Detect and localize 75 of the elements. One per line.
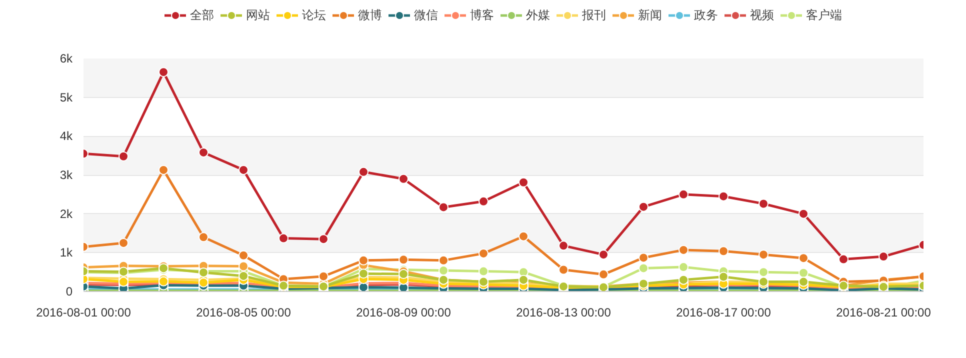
point bbox=[558, 240, 568, 251]
point bbox=[478, 266, 488, 276]
point bbox=[798, 253, 808, 264]
y-tick-label: 1k bbox=[60, 246, 74, 260]
point bbox=[558, 264, 568, 275]
legend-label: 外媒 bbox=[526, 6, 550, 24]
point bbox=[478, 196, 488, 206]
legend-label: 网站 bbox=[246, 6, 270, 24]
point bbox=[598, 250, 608, 260]
x-tick-label: 2016-08-01 00:00 bbox=[36, 306, 132, 320]
point bbox=[118, 151, 128, 162]
point bbox=[318, 271, 328, 282]
point bbox=[358, 255, 368, 266]
point bbox=[758, 198, 768, 209]
point bbox=[398, 174, 408, 184]
point bbox=[718, 246, 728, 256]
legend-label: 论坛 bbox=[302, 6, 326, 24]
legend-label: 新闻 bbox=[638, 6, 662, 24]
y-tick-label: 6k bbox=[60, 52, 74, 66]
point bbox=[758, 267, 768, 278]
point bbox=[638, 263, 648, 274]
point bbox=[158, 164, 168, 175]
point bbox=[198, 147, 208, 158]
point bbox=[238, 270, 248, 281]
point bbox=[118, 238, 128, 248]
point bbox=[398, 254, 408, 265]
point bbox=[438, 202, 448, 212]
point bbox=[798, 208, 808, 219]
legend-label: 报刊 bbox=[582, 6, 606, 24]
point bbox=[518, 231, 528, 242]
point bbox=[278, 233, 288, 244]
point bbox=[238, 164, 248, 175]
legend-label: 全部 bbox=[190, 6, 214, 24]
legend-label: 微博 bbox=[358, 6, 382, 24]
point bbox=[518, 274, 528, 285]
point bbox=[238, 250, 248, 260]
point bbox=[358, 166, 368, 177]
point bbox=[798, 268, 808, 278]
point bbox=[598, 269, 608, 280]
point bbox=[638, 252, 648, 263]
point bbox=[758, 250, 768, 260]
point bbox=[718, 191, 728, 202]
point bbox=[358, 282, 368, 292]
legend-label: 微信 bbox=[414, 6, 438, 24]
legend-label: 博客 bbox=[470, 6, 494, 24]
point bbox=[678, 262, 688, 272]
y-tick-label: 0 bbox=[66, 284, 73, 298]
point bbox=[318, 234, 328, 244]
point bbox=[478, 248, 488, 258]
legend-label: 客户端 bbox=[806, 6, 842, 24]
y-tick-label: 3k bbox=[60, 168, 74, 182]
point bbox=[638, 202, 648, 212]
point bbox=[678, 189, 688, 200]
x-tick-label: 2016-08-17 00:00 bbox=[676, 306, 772, 320]
legend-label: 政务 bbox=[694, 6, 718, 24]
legend-label: 视频 bbox=[750, 6, 774, 24]
point bbox=[238, 261, 248, 272]
point bbox=[518, 177, 528, 188]
x-tick-label: 2016-08-09 00:00 bbox=[356, 306, 452, 320]
y-tick-label: 4k bbox=[60, 129, 74, 144]
point bbox=[438, 255, 448, 266]
x-tick-label: 2016-08-13 00:00 bbox=[516, 306, 612, 320]
point bbox=[158, 67, 168, 78]
point bbox=[438, 266, 448, 276]
point bbox=[678, 244, 688, 255]
point bbox=[678, 274, 688, 285]
point bbox=[198, 232, 208, 242]
point bbox=[718, 272, 728, 282]
x-tick-label: 2016-08-05 00:00 bbox=[196, 306, 292, 320]
y-tick-label: 2k bbox=[60, 206, 74, 221]
point bbox=[838, 254, 848, 264]
point bbox=[398, 269, 408, 280]
y-tick-label: 5k bbox=[60, 90, 74, 104]
x-tick-label: 2016-08-21 00:00 bbox=[836, 306, 932, 320]
point bbox=[878, 252, 888, 262]
